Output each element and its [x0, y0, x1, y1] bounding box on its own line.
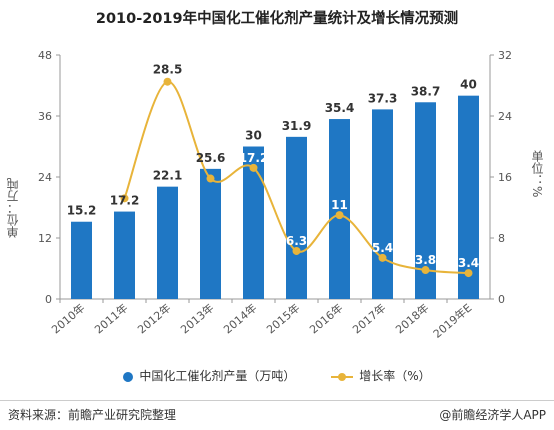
growth-value-label: 17.2: [239, 151, 269, 165]
bar-value-label: 22.1: [153, 169, 183, 183]
growth-point: [292, 246, 301, 255]
x-tick-label: 2018年: [393, 301, 432, 337]
left-tick-label: 12: [38, 232, 52, 245]
growth-value-label: 6.3: [286, 234, 307, 248]
x-tick-label: 2015年: [264, 301, 303, 337]
legend-item-production[interactable]: 中国化工催化剂产量（万吨）: [123, 367, 295, 384]
x-tick-label: 2019年E: [430, 301, 474, 341]
x-tick-label: 2014年: [221, 301, 260, 337]
x-tick-label: 2010年: [49, 301, 88, 337]
left-tick-label: 0: [45, 293, 52, 306]
bar-value-label: 25.6: [196, 151, 226, 165]
x-tick-label: 2011年: [92, 301, 131, 337]
growth-point: [421, 266, 430, 275]
growth-value-label: 3.4: [458, 256, 479, 270]
bar: [71, 221, 92, 299]
bar-value-label: 30: [245, 129, 262, 143]
growth-value-label: 3.8: [415, 253, 436, 267]
growth-point: [206, 174, 215, 183]
bar: [243, 146, 264, 299]
growth-value-label: 11: [331, 198, 348, 212]
bar: [157, 186, 178, 299]
bar: [114, 211, 135, 299]
bar-value-label: 35.4: [325, 101, 355, 115]
right-tick-label: 16: [498, 171, 512, 184]
right-tick-label: 0: [498, 293, 505, 306]
bar: [372, 109, 393, 300]
growth-value-label: 5.4: [372, 241, 393, 255]
legend: 中国化工催化剂产量（万吨） 增长率（%）: [0, 367, 554, 384]
legend-bar-swatch: [123, 371, 134, 382]
legend-item-growth[interactable]: 增长率（%）: [331, 367, 431, 384]
footer: 资料来源：前瞻产业研究院整理 @前瞻经济学人APP: [0, 400, 554, 430]
bar-value-label: 15.2: [67, 204, 97, 218]
x-tick-label: 2016年: [307, 301, 346, 337]
bar-value-label: 40: [460, 78, 477, 92]
growth-point: [378, 253, 387, 262]
legend-label-production: 中国化工催化剂产量（万吨）: [139, 369, 296, 383]
chart-title: 2010-2019年中国化工催化剂产量统计及增长情况预测: [95, 11, 459, 27]
growth-point: [120, 194, 129, 203]
bar: [329, 119, 350, 299]
bar: [458, 95, 479, 300]
right-tick-label: 32: [498, 49, 512, 62]
bar: [415, 102, 436, 300]
legend-label-growth: 增长率（%）: [359, 369, 431, 383]
bar: [200, 168, 221, 299]
right-tick-label: 8: [498, 232, 505, 245]
right-axis-title: 单位：%: [530, 150, 544, 198]
growth-point: [249, 163, 258, 172]
source-note: 资料来源：前瞻产业研究院整理: [8, 408, 177, 422]
growth-point: [335, 211, 344, 220]
left-tick-label: 24: [38, 171, 52, 184]
bar-value-label: 31.9: [282, 119, 312, 133]
bar-value-label: 38.7: [411, 84, 441, 98]
brand-credit: @前瞻经济学人APP: [439, 408, 546, 422]
bar-value-label: 37.3: [368, 91, 398, 105]
x-tick-label: 2012年: [135, 301, 174, 337]
left-tick-label: 36: [38, 110, 52, 123]
growth-point: [163, 77, 172, 86]
bar-value-label: 17.2: [110, 194, 140, 208]
x-tick-label: 2017年: [350, 301, 389, 337]
growth-value-label: 28.5: [153, 63, 183, 77]
x-tick-label: 2013年: [178, 301, 217, 337]
bar: [286, 136, 307, 299]
right-tick-label: 24: [498, 110, 512, 123]
legend-line-swatch: [331, 372, 354, 382]
growth-point: [464, 269, 473, 278]
left-tick-label: 48: [38, 49, 52, 62]
